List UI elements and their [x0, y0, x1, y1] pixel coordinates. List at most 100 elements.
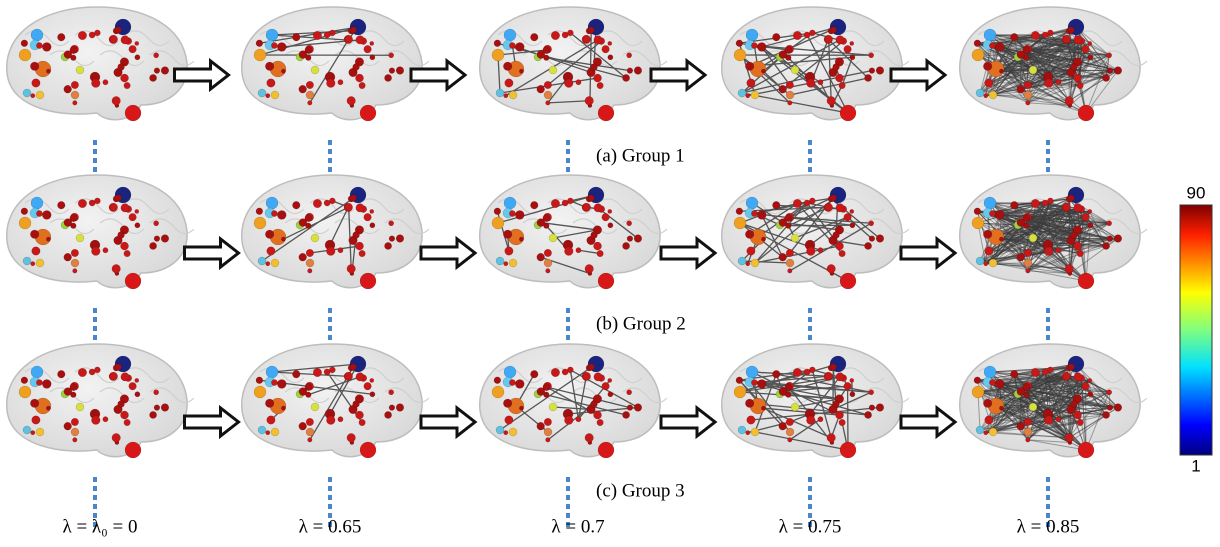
node: [1081, 213, 1090, 222]
node: [1062, 35, 1071, 44]
node: [70, 391, 77, 398]
node: [491, 385, 505, 399]
node: [344, 35, 353, 44]
edge: [999, 46, 1050, 84]
edge: [1080, 209, 1087, 282]
edge: [1001, 38, 1067, 72]
edge: [1034, 372, 1049, 415]
node: [88, 199, 96, 207]
edge: [1068, 407, 1119, 439]
brain-fold: [597, 198, 643, 215]
edge: [1027, 252, 1087, 282]
edge: [1079, 70, 1119, 87]
node: [114, 194, 122, 202]
node: [1016, 253, 1025, 262]
brain-fold: [839, 367, 885, 384]
edge: [1027, 385, 1049, 415]
edge: [992, 94, 1070, 102]
edge: [1020, 391, 1087, 451]
edge: [989, 34, 1028, 50]
arrow: [419, 235, 478, 271]
node: [326, 246, 336, 256]
edge: [992, 210, 1090, 215]
edge: [1105, 55, 1110, 79]
node: [277, 379, 287, 389]
edge: [989, 202, 1022, 223]
edge: [995, 236, 1049, 246]
node: [57, 201, 66, 210]
node: [124, 272, 142, 290]
edge: [1070, 54, 1110, 73]
edge: [987, 402, 1107, 416]
edge: [999, 46, 1078, 63]
edge: [985, 202, 1046, 264]
node: [1041, 31, 1049, 39]
node: [495, 256, 505, 266]
edge: [1065, 39, 1079, 79]
arrow: [183, 235, 241, 271]
group-label: (c) Group 3: [596, 480, 685, 501]
node: [849, 209, 855, 214]
edge: [1026, 49, 1119, 71]
node: [1073, 410, 1082, 420]
brain: [479, 6, 668, 122]
node: [587, 194, 595, 202]
node: [1022, 214, 1031, 222]
edge: [1066, 375, 1111, 409]
node: [265, 365, 279, 379]
edge: [1032, 406, 1071, 443]
node: [111, 433, 121, 443]
edge: [977, 385, 1086, 393]
node: [971, 48, 985, 62]
edge: [546, 386, 631, 409]
brain-fold: [359, 30, 405, 47]
edge: [1073, 234, 1107, 247]
edge: [988, 385, 1086, 421]
edge: [1035, 203, 1067, 208]
node: [593, 372, 603, 382]
node: [503, 61, 513, 71]
edge: [1032, 406, 1087, 451]
edge: [999, 46, 1075, 68]
node: [57, 370, 66, 379]
edge: [1044, 34, 1111, 72]
edge: [1014, 367, 1070, 375]
node: [1087, 54, 1094, 61]
edge: [1027, 48, 1110, 56]
edge: [1058, 81, 1081, 87]
node: [305, 222, 312, 229]
brain: [241, 6, 430, 122]
node: [575, 416, 582, 423]
edge: [1027, 216, 1086, 264]
node: [984, 415, 994, 425]
edge: [1044, 371, 1071, 443]
brain-fold: [1077, 30, 1123, 47]
node: [735, 39, 744, 47]
node: [270, 90, 280, 100]
edge: [1001, 39, 1079, 72]
node: [363, 213, 372, 222]
node: [1076, 250, 1084, 258]
node: [1102, 74, 1110, 82]
node: [1025, 437, 1031, 443]
edge: [988, 216, 1086, 252]
edge: [1020, 250, 1049, 258]
node: [344, 372, 353, 381]
node: [787, 268, 793, 274]
node: [69, 46, 78, 54]
edge: [992, 30, 1070, 96]
node: [503, 229, 513, 239]
node: [761, 405, 766, 411]
edge: [1065, 206, 1119, 239]
edge: [1014, 204, 1078, 231]
edge: [754, 245, 840, 264]
edge: [1066, 206, 1119, 239]
edge: [809, 216, 848, 246]
node: [102, 247, 109, 254]
edge: [1026, 210, 1090, 219]
edge: [1027, 48, 1119, 71]
edge: [1017, 393, 1071, 443]
edge: [999, 46, 1029, 104]
node: [839, 104, 857, 122]
node: [305, 427, 315, 437]
